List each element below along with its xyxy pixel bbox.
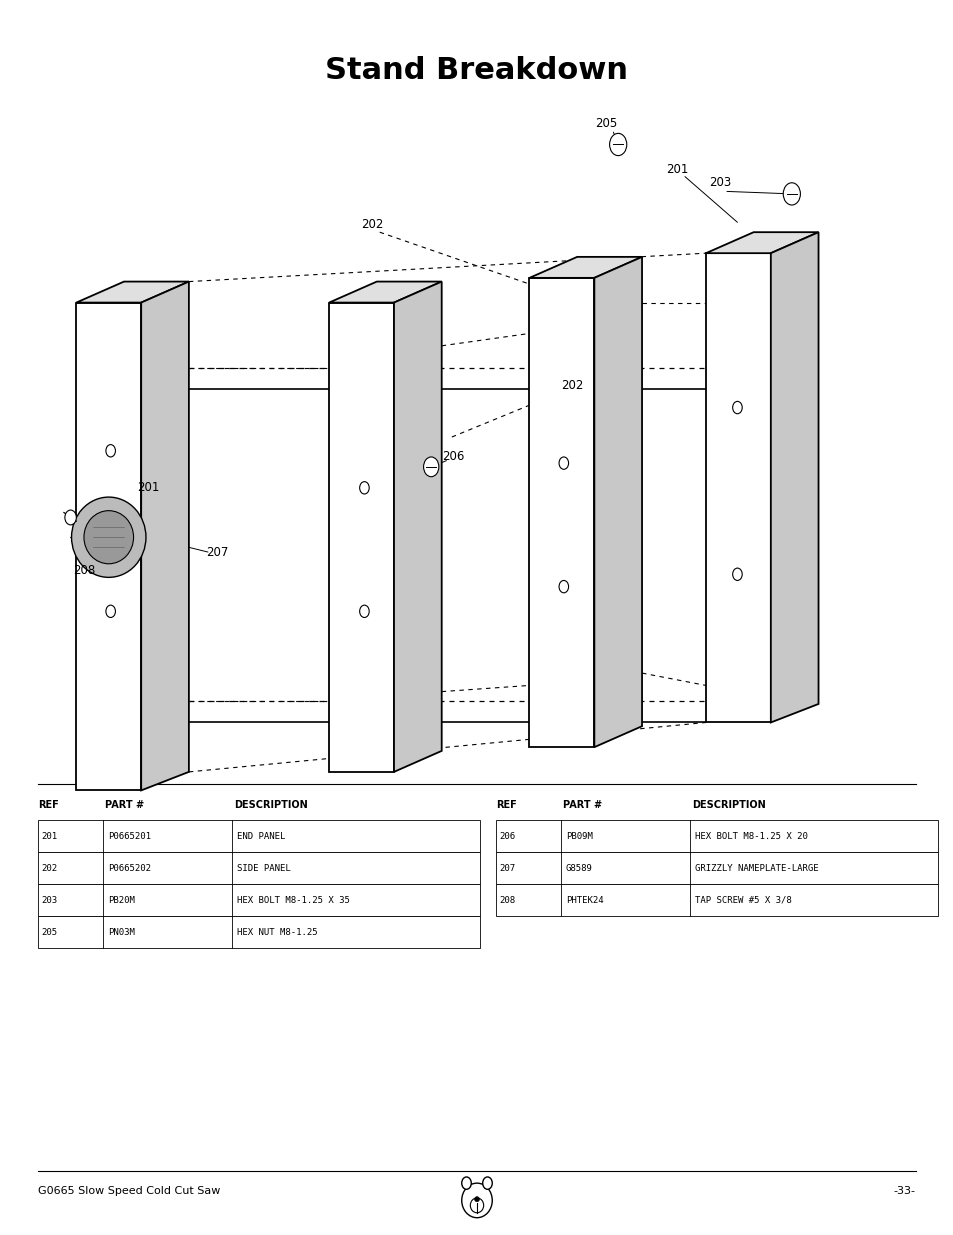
Text: 201: 201	[136, 482, 159, 494]
Circle shape	[782, 183, 800, 205]
Text: G0665 Slow Speed Cold Cut Saw: G0665 Slow Speed Cold Cut Saw	[38, 1186, 220, 1195]
FancyBboxPatch shape	[38, 884, 479, 916]
Text: 201: 201	[665, 163, 688, 175]
Text: DESCRIPTION: DESCRIPTION	[691, 800, 764, 810]
Text: 202: 202	[41, 863, 57, 873]
Polygon shape	[329, 282, 441, 303]
Circle shape	[732, 568, 741, 580]
Ellipse shape	[470, 1198, 483, 1213]
Polygon shape	[76, 303, 141, 790]
Text: REF: REF	[38, 800, 59, 810]
Circle shape	[106, 445, 115, 457]
Ellipse shape	[461, 1177, 471, 1189]
Text: PN03M: PN03M	[108, 927, 134, 937]
Text: 205: 205	[41, 927, 57, 937]
Text: P0665202: P0665202	[108, 863, 151, 873]
Text: HEX BOLT M8-1.25 X 20: HEX BOLT M8-1.25 X 20	[694, 831, 806, 841]
Text: 206: 206	[498, 831, 515, 841]
Polygon shape	[529, 278, 594, 747]
Circle shape	[65, 510, 76, 525]
Text: 201: 201	[41, 831, 57, 841]
Text: ★: ★	[464, 1186, 489, 1214]
Text: 207: 207	[206, 546, 229, 558]
Text: 203: 203	[708, 177, 731, 189]
Polygon shape	[394, 282, 441, 772]
Circle shape	[558, 457, 568, 469]
Circle shape	[423, 457, 438, 477]
FancyBboxPatch shape	[38, 916, 479, 948]
Text: REF: REF	[496, 800, 517, 810]
Polygon shape	[141, 282, 189, 790]
Text: 205: 205	[595, 117, 618, 130]
Ellipse shape	[84, 511, 133, 563]
Text: 208: 208	[498, 895, 515, 905]
Polygon shape	[705, 232, 818, 253]
Text: 208: 208	[72, 564, 95, 577]
FancyBboxPatch shape	[38, 820, 479, 852]
Circle shape	[558, 580, 568, 593]
Text: TAP SCREW #5 X 3/8: TAP SCREW #5 X 3/8	[694, 895, 790, 905]
Text: DESCRIPTION: DESCRIPTION	[233, 800, 307, 810]
Ellipse shape	[482, 1177, 492, 1189]
Circle shape	[359, 482, 369, 494]
Text: PART #: PART #	[105, 800, 144, 810]
Ellipse shape	[71, 496, 146, 578]
Text: PB20M: PB20M	[108, 895, 134, 905]
Ellipse shape	[475, 1197, 478, 1202]
Polygon shape	[529, 257, 641, 278]
FancyBboxPatch shape	[38, 852, 479, 884]
Text: GRIZZLY NAMEPLATE-LARGE: GRIZZLY NAMEPLATE-LARGE	[694, 863, 818, 873]
Text: SIDE PANEL: SIDE PANEL	[236, 863, 290, 873]
Polygon shape	[329, 303, 394, 772]
Ellipse shape	[461, 1183, 492, 1218]
FancyBboxPatch shape	[496, 852, 937, 884]
Text: P0665201: P0665201	[108, 831, 151, 841]
Text: Stand Breakdown: Stand Breakdown	[325, 56, 628, 84]
Polygon shape	[770, 232, 818, 722]
Circle shape	[106, 605, 115, 618]
Text: PB09M: PB09M	[565, 831, 592, 841]
FancyBboxPatch shape	[496, 820, 937, 852]
Circle shape	[609, 133, 626, 156]
Circle shape	[359, 605, 369, 618]
Text: 203: 203	[41, 895, 57, 905]
Text: 202: 202	[560, 379, 583, 391]
FancyBboxPatch shape	[496, 884, 937, 916]
Text: HEX NUT M8-1.25: HEX NUT M8-1.25	[236, 927, 317, 937]
Text: G8589: G8589	[565, 863, 592, 873]
Text: END PANEL: END PANEL	[236, 831, 285, 841]
Polygon shape	[705, 253, 770, 722]
Text: 202: 202	[360, 219, 383, 231]
Text: 206: 206	[441, 451, 464, 463]
Circle shape	[732, 401, 741, 414]
Text: 207: 207	[498, 863, 515, 873]
Text: -33-: -33-	[893, 1186, 915, 1195]
Text: PHTEK24: PHTEK24	[565, 895, 602, 905]
Polygon shape	[76, 282, 189, 303]
Text: HEX BOLT M8-1.25 X 35: HEX BOLT M8-1.25 X 35	[236, 895, 349, 905]
Text: PART #: PART #	[562, 800, 601, 810]
Polygon shape	[594, 257, 641, 747]
